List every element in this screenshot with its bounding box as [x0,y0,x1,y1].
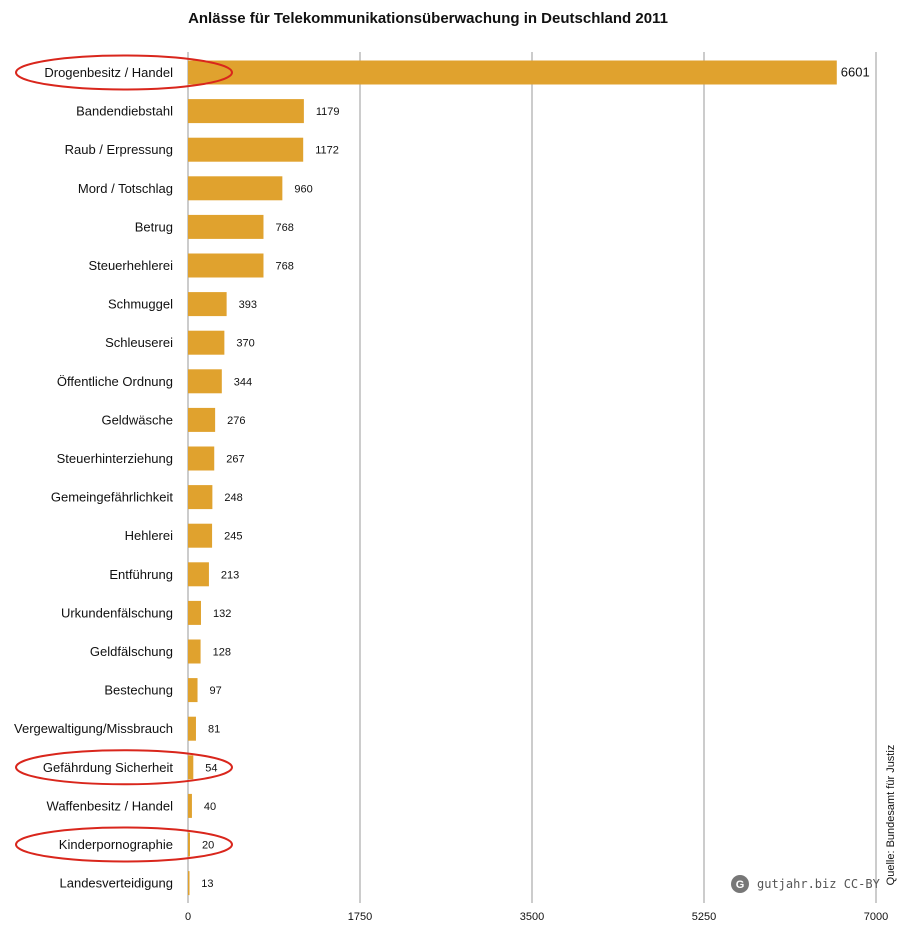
value-label: 132 [213,608,231,620]
category-label: Steuerhinterziehung [57,451,173,466]
category-label: Vergewaltigung/Missbrauch [14,721,173,736]
value-label: 6601 [841,65,870,80]
bar [188,523,213,548]
grid-lines [187,52,877,903]
bar [188,600,201,625]
value-label: 245 [224,531,242,543]
category-label: Geldwäsche [101,412,173,427]
bar [188,716,196,741]
bar [188,793,192,818]
bar [188,214,264,239]
bar [188,832,190,857]
x-tick-label: 0 [185,911,191,923]
value-label: 40 [204,801,216,813]
bar [188,369,222,394]
bar [188,292,227,317]
bar [188,562,209,587]
watermark-logo-letter: G [736,879,745,891]
category-label: Entführung [109,567,173,582]
category-label: Gemeingefährlichkeit [51,490,174,505]
highlight-ellipse [15,749,233,786]
x-tick-label: 1750 [348,911,372,923]
watermark-logo-icon [731,875,749,893]
bar [188,485,213,510]
value-label: 1179 [316,106,340,118]
chart-title: Anlässe für Telekommunikationsüberwachun… [188,10,668,27]
value-label: 1172 [315,145,339,157]
value-label: 276 [227,415,245,427]
category-label: Bandendiebstahl [76,104,173,119]
value-label: 768 [275,222,293,234]
value-label: 81 [208,724,220,736]
value-label: 344 [234,376,252,388]
bars [188,60,837,896]
category-label: Hehlerei [125,528,174,543]
category-label: Schmuggel [108,297,173,312]
highlight-ellipse [15,826,233,863]
value-label: 97 [210,685,222,697]
category-labels: Drogenbesitz / Handel Bandendiebstahl Raub… [14,65,173,891]
x-tick-label: 3500 [520,911,544,923]
category-label: Schleuserei [105,335,173,350]
value-label: 267 [226,454,244,466]
value-label: 54 [205,762,217,774]
category-label: Steuerhehlerei [88,258,173,273]
value-labels: 6601 1179 1172 960 768 768 393 370 344 276 267 248 2… [201,65,869,891]
category-label: Öffentliche Ordnung [57,374,173,389]
bar [188,446,215,471]
value-label: 13 [201,878,213,890]
category-label: Betrug [135,219,173,234]
value-label: 128 [213,647,231,659]
category-label: Bestechung [104,683,173,698]
bar [188,176,283,201]
bar [188,253,264,278]
highlight-ellipse [15,54,233,91]
bar [188,60,837,85]
bar [188,678,198,703]
category-label: Gefährdung Sicherheit [43,760,173,775]
bar [188,330,225,355]
bar [188,99,304,124]
value-label: 213 [221,569,239,581]
category-label: Drogenbesitz / Handel [44,65,173,80]
value-label: 248 [224,492,242,504]
category-label: Raub / Erpressung [65,142,173,157]
category-label: Urkundenfälschung [61,605,173,620]
watermark-text: gutjahr.biz CC-BY [757,877,881,891]
category-label: Mord / Totschlag [78,181,173,196]
category-label: Landesverteidigung [60,876,173,891]
value-label: 393 [239,299,257,311]
value-label: 960 [294,183,312,195]
x-axis-ticks: 0 1750 3500 5250 7000 [185,911,888,923]
watermark: G gutjahr.biz CC-BY [731,875,881,893]
value-label: 370 [236,338,254,350]
bar [188,755,194,780]
bar [188,407,216,432]
category-label: Waffenbesitz / Handel [47,798,174,813]
bar [188,137,304,162]
x-tick-label: 7000 [864,911,888,923]
source-note: Quelle: Bundesamt für Justiz [885,745,897,886]
value-label: 20 [202,840,214,852]
highlight-ellipses [15,54,233,863]
value-label: 768 [275,261,293,273]
category-label: Kinderpornographie [59,837,173,852]
x-tick-label: 5250 [692,911,716,923]
bar [188,639,201,664]
bar [188,871,190,896]
category-label: Geldfälschung [90,644,173,659]
